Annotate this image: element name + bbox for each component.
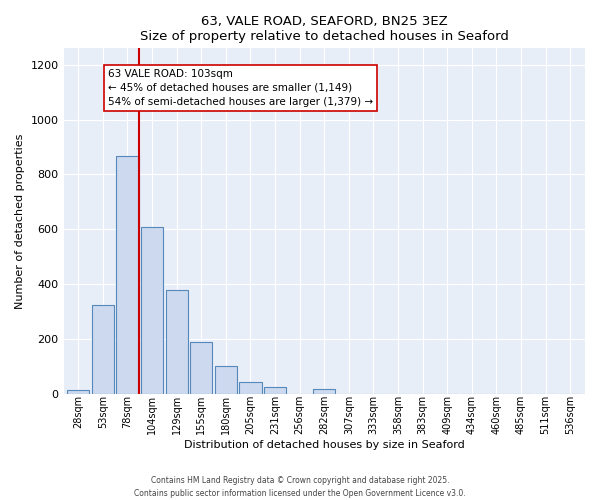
Bar: [166, 290, 188, 394]
Y-axis label: Number of detached properties: Number of detached properties: [15, 134, 25, 308]
Bar: [313, 388, 335, 394]
Text: 63 VALE ROAD: 103sqm
← 45% of detached houses are smaller (1,149)
54% of semi-de: 63 VALE ROAD: 103sqm ← 45% of detached h…: [108, 69, 373, 107]
Bar: [116, 156, 139, 394]
Bar: [264, 387, 286, 394]
Title: 63, VALE ROAD, SEAFORD, BN25 3EZ
Size of property relative to detached houses in: 63, VALE ROAD, SEAFORD, BN25 3EZ Size of…: [140, 15, 509, 43]
Bar: [239, 382, 262, 394]
Text: Contains HM Land Registry data © Crown copyright and database right 2025.
Contai: Contains HM Land Registry data © Crown c…: [134, 476, 466, 498]
Bar: [92, 305, 114, 394]
Bar: [215, 366, 237, 394]
Bar: [141, 227, 163, 394]
X-axis label: Distribution of detached houses by size in Seaford: Distribution of detached houses by size …: [184, 440, 464, 450]
Bar: [190, 342, 212, 394]
Bar: [67, 390, 89, 394]
